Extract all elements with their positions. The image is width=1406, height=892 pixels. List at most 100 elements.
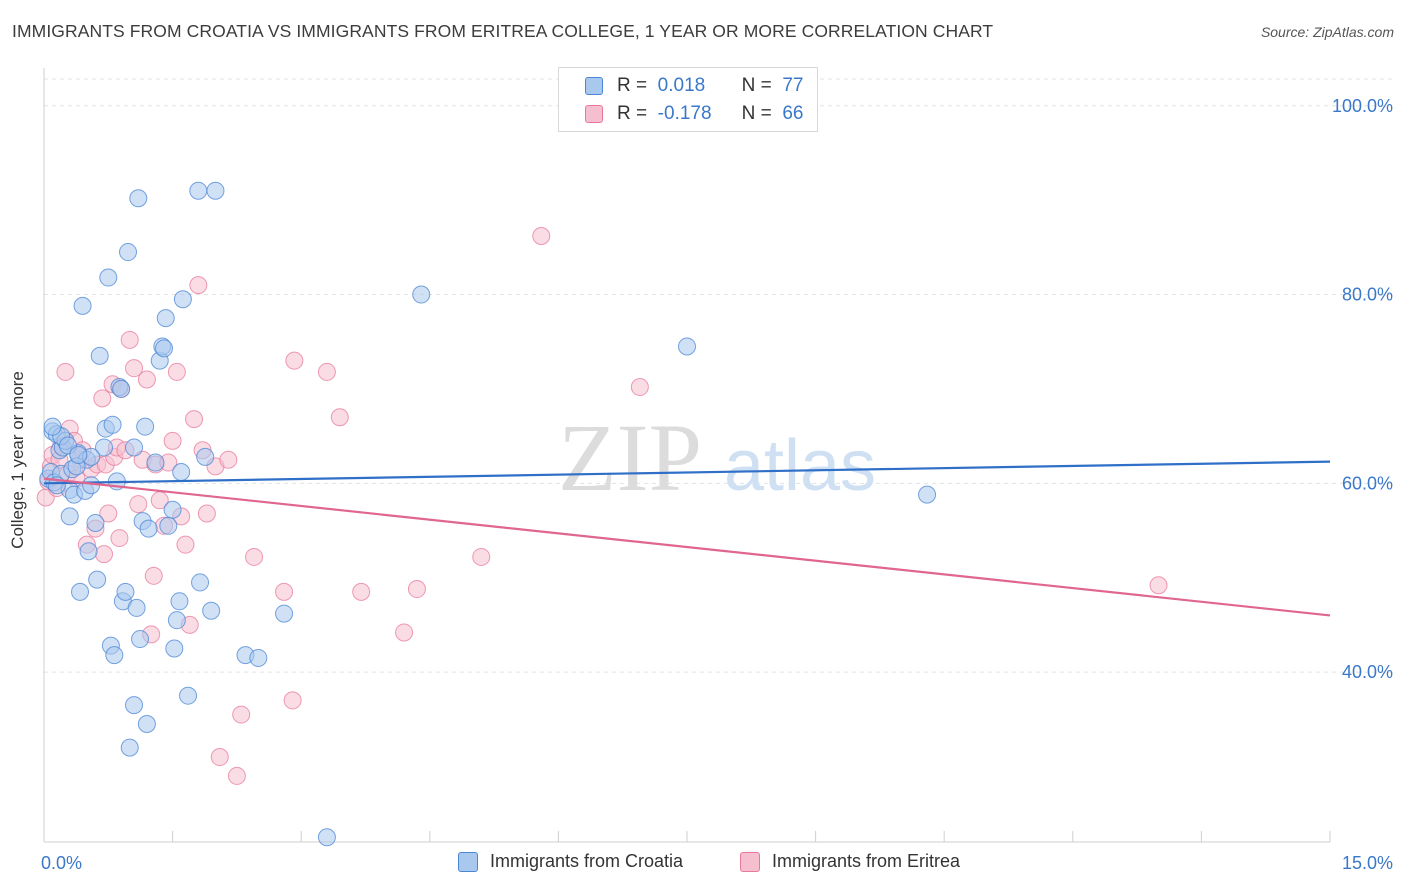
croatia-point [918, 485, 937, 504]
r-label: R = [617, 75, 648, 96]
eritrea-point [185, 410, 204, 429]
croatia-point [191, 573, 210, 592]
croatia-legend-swatch [458, 851, 478, 872]
croatia-point [202, 601, 221, 620]
croatia-point [159, 516, 178, 535]
croatia-point [43, 417, 62, 436]
croatia-point [71, 582, 90, 601]
eritrea-point [95, 545, 114, 564]
eritrea-point [227, 766, 246, 785]
eritrea-point [176, 535, 195, 554]
watermark-zip: ZIP [558, 404, 702, 511]
eritrea-point [144, 566, 163, 585]
croatia-point [88, 570, 107, 589]
croatia-point [99, 268, 118, 287]
eritrea-trend-line [43, 477, 1331, 617]
y-tick-label: 100.0% [1332, 96, 1393, 116]
legend-row-eritrea: R = -0.178 N = 66 [585, 101, 803, 127]
eritrea-point [129, 495, 148, 514]
croatia-points [39, 181, 937, 847]
n-label: N = [741, 75, 772, 96]
eritrea-legend-label: Immigrants from Eritrea [772, 851, 961, 871]
croatia-n-value: 77 [782, 75, 804, 96]
croatia-point [156, 309, 175, 328]
croatia-point [73, 296, 92, 315]
correlation-legend: R = 0.018 N = 77 R = -0.178 N = 66 [558, 67, 818, 132]
y-tick-label: 40.0% [1342, 662, 1393, 682]
croatia-point [79, 542, 98, 561]
zipatlas-watermark: ZIP atlas [558, 404, 876, 511]
croatia-point [206, 181, 225, 200]
croatia-point [116, 582, 135, 601]
eritrea-point [56, 362, 75, 381]
croatia-trend-line [43, 460, 1331, 485]
croatia-point [678, 337, 696, 356]
croatia-point [105, 646, 124, 665]
y-tick-label: 60.0% [1342, 473, 1393, 493]
croatia-point [131, 630, 150, 649]
croatia-point [60, 507, 79, 526]
croatia-point [69, 446, 88, 464]
eritrea-point [189, 276, 208, 295]
croatia-swatch [585, 77, 603, 95]
croatia-point [129, 189, 148, 208]
croatia-point [412, 285, 431, 304]
eritrea-swatch [585, 105, 603, 123]
grid-lines [44, 78, 1392, 673]
eritrea-point [630, 378, 649, 397]
eritrea-point [93, 389, 112, 408]
croatia-point [95, 438, 114, 457]
croatia-point [317, 828, 336, 847]
croatia-point [146, 453, 165, 472]
eritrea-point [232, 705, 251, 724]
eritrea-n-value: 66 [782, 103, 804, 124]
y-tick-label: 80.0% [1342, 285, 1393, 305]
eritrea-point [137, 370, 156, 389]
eritrea-point [197, 504, 216, 523]
croatia-point [196, 447, 215, 466]
eritrea-point [1149, 576, 1168, 595]
eritrea-point [352, 582, 371, 601]
croatia-point [155, 339, 174, 358]
eritrea-point [275, 582, 294, 601]
trend-lines [43, 460, 1331, 617]
chart-title: IMMIGRANTS FROM CROATIA VS IMMIGRANTS FR… [12, 21, 994, 41]
croatia-point [275, 604, 294, 623]
croatia-point [119, 243, 138, 262]
croatia-point [137, 715, 156, 734]
source-attribution: Source: ZipAtlas.com [1260, 24, 1394, 40]
watermark-atlas: atlas [724, 426, 876, 506]
eritrea-point [283, 691, 302, 710]
x-tick-label: 15.0% [1342, 853, 1393, 873]
croatia-point [249, 648, 268, 667]
croatia-point [90, 346, 109, 365]
eritrea-point [99, 504, 118, 523]
croatia-point [167, 611, 186, 630]
eritrea-point [110, 529, 129, 548]
eritrea-point [532, 227, 551, 246]
tick-labels: 40.0% 60.0% 80.0% 100.0% 0.0% 15.0% [41, 96, 1393, 873]
y-axis-label: College, 1 year or more [8, 371, 27, 549]
eritrea-point [317, 362, 336, 381]
croatia-point [120, 738, 139, 757]
eritrea-r-value: -0.178 [657, 103, 712, 124]
croatia-legend-label: Immigrants from Croatia [490, 851, 684, 871]
croatia-point [179, 686, 198, 705]
eritrea-point [407, 580, 426, 599]
n-label: N = [741, 103, 772, 124]
croatia-r-value: 0.018 [657, 75, 706, 96]
croatia-point [86, 513, 105, 532]
croatia-point [165, 639, 184, 658]
x-tick-label: 0.0% [41, 853, 82, 873]
croatia-point [172, 462, 191, 481]
eritrea-point [472, 547, 491, 566]
eritrea-point [125, 359, 144, 378]
eritrea-legend-swatch [740, 851, 760, 872]
croatia-point [127, 598, 146, 617]
eritrea-point [285, 351, 304, 370]
croatia-point [189, 181, 208, 200]
eritrea-point [167, 362, 186, 381]
eritrea-point [219, 450, 238, 469]
legend-item-eritrea: Immigrants from Eritrea [740, 851, 960, 872]
